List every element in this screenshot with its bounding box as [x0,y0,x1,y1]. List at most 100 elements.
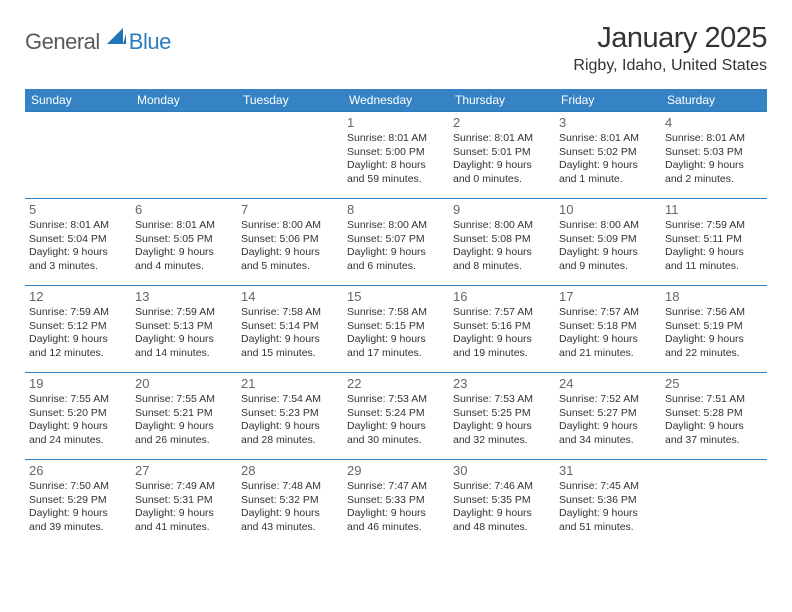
daylight-line-1: Daylight: 9 hours [135,333,233,347]
daylight-line-2: and 24 minutes. [29,434,127,448]
day-number: 5 [29,202,127,217]
day-number: 26 [29,463,127,478]
calendar-grid: SundayMondayTuesdayWednesdayThursdayFrid… [25,89,767,546]
sunset-line: Sunset: 5:12 PM [29,320,127,334]
daylight-line-2: and 46 minutes. [347,521,445,535]
day-info: Sunrise: 7:58 AMSunset: 5:14 PMDaylight:… [241,306,339,361]
sunrise-line: Sunrise: 8:00 AM [347,219,445,233]
week-row: 26Sunrise: 7:50 AMSunset: 5:29 PMDayligh… [25,459,767,546]
day-header-row: SundayMondayTuesdayWednesdayThursdayFrid… [25,89,767,111]
day-header-wednesday: Wednesday [343,89,449,111]
day-number: 18 [665,289,763,304]
day-number: 21 [241,376,339,391]
sunrise-line: Sunrise: 7:58 AM [347,306,445,320]
week-row: 12 Sunrise: 7:59 AMSunset: 5:12 PMDayligh… [25,285,767,372]
sunset-line: Sunset: 5:13 PM [135,320,233,334]
day-info: Sunrise: 7:58 AMSunset: 5:15 PMDaylight:… [347,306,445,361]
daylight-line-2: and 21 minutes. [559,347,657,361]
day-info: Sunrise: 7:56 AMSunset: 5:19 PMDaylight:… [665,306,763,361]
day-number: 17 [559,289,657,304]
sunrise-line: Sunrise: 7:55 AM [29,393,127,407]
daylight-line-1: Daylight: 9 hours [241,333,339,347]
daylight-line-2: and 19 minutes. [453,347,551,361]
day-info: Sunrise: 7:47 AMSunset: 5:33 PMDaylight:… [347,480,445,535]
day-number: 31 [559,463,657,478]
sunset-line: Sunset: 5:20 PM [29,407,127,421]
sunset-line: Sunset: 5:01 PM [453,146,551,160]
day-cell: 9Sunrise: 8:00 AMSunset: 5:08 PMDaylight… [449,199,555,285]
daylight-line-2: and 12 minutes. [29,347,127,361]
daylight-line-1: Daylight: 9 hours [347,507,445,521]
daylight-line-2: and 6 minutes. [347,260,445,274]
sunrise-line: Sunrise: 8:01 AM [29,219,127,233]
sunset-line: Sunset: 5:31 PM [135,494,233,508]
day-number: 12 [29,289,127,304]
sunrise-line: Sunrise: 7:54 AM [241,393,339,407]
daylight-line-1: Daylight: 9 hours [665,159,763,173]
day-cell: 22Sunrise: 7:53 AMSunset: 5:24 PMDayligh… [343,373,449,459]
daylight-line-1: Daylight: 9 hours [135,246,233,260]
day-info: Sunrise: 7:52 AMSunset: 5:27 PMDaylight:… [559,393,657,448]
daylight-line-1: Daylight: 9 hours [241,507,339,521]
day-info: Sunrise: 7:59 AMSunset: 5:13 PMDaylight:… [135,306,233,361]
day-cell: 27Sunrise: 7:49 AMSunset: 5:31 PMDayligh… [131,460,237,546]
weeks-container: 1Sunrise: 8:01 AMSunset: 5:00 PMDaylight… [25,111,767,546]
sunset-line: Sunset: 5:00 PM [347,146,445,160]
sunrise-line: Sunrise: 7:53 AM [347,393,445,407]
day-info: Sunrise: 8:00 AMSunset: 5:08 PMDaylight:… [453,219,551,274]
day-header-friday: Friday [555,89,661,111]
sunset-line: Sunset: 5:36 PM [559,494,657,508]
day-header-monday: Monday [131,89,237,111]
daylight-line-1: Daylight: 9 hours [347,420,445,434]
sunrise-line: Sunrise: 7:51 AM [665,393,763,407]
daylight-line-2: and 32 minutes. [453,434,551,448]
daylight-line-2: and 9 minutes. [559,260,657,274]
day-number: 24 [559,376,657,391]
day-number: 16 [453,289,551,304]
logo-text-general: General [25,29,100,55]
daylight-line-1: Daylight: 9 hours [559,333,657,347]
sunrise-line: Sunrise: 8:01 AM [559,132,657,146]
sunset-line: Sunset: 5:28 PM [665,407,763,421]
day-cell: 25Sunrise: 7:51 AMSunset: 5:28 PMDayligh… [661,373,767,459]
day-info: Sunrise: 7:59 AMSunset: 5:12 PMDaylight:… [29,306,127,361]
day-info: Sunrise: 7:53 AMSunset: 5:24 PMDaylight:… [347,393,445,448]
daylight-line-1: Daylight: 9 hours [453,507,551,521]
day-number: 11 [665,202,763,217]
day-number: 23 [453,376,551,391]
daylight-line-2: and 48 minutes. [453,521,551,535]
day-cell: 3Sunrise: 8:01 AMSunset: 5:02 PMDaylight… [555,112,661,198]
day-cell: 10Sunrise: 8:00 AMSunset: 5:09 PMDayligh… [555,199,661,285]
sunrise-line: Sunrise: 8:01 AM [135,219,233,233]
day-number: 4 [665,115,763,130]
sunset-line: Sunset: 5:03 PM [665,146,763,160]
day-info: Sunrise: 7:49 AMSunset: 5:31 PMDaylight:… [135,480,233,535]
sunset-line: Sunset: 5:21 PM [135,407,233,421]
sunset-line: Sunset: 5:24 PM [347,407,445,421]
day-number: 25 [665,376,763,391]
sunrise-line: Sunrise: 7:48 AM [241,480,339,494]
day-cell: 31Sunrise: 7:45 AMSunset: 5:36 PMDayligh… [555,460,661,546]
day-cell: 12 Sunrise: 7:59 AMSunset: 5:12 PMDayligh… [25,286,131,372]
day-cell: 30Sunrise: 7:46 AMSunset: 5:35 PMDayligh… [449,460,555,546]
day-cell: 24 Sunrise: 7:52 AMSunset: 5:27 PMDayligh… [555,373,661,459]
daylight-line-2: and 17 minutes. [347,347,445,361]
day-info: Sunrise: 8:00 AMSunset: 5:07 PMDaylight:… [347,219,445,274]
sunset-line: Sunset: 5:18 PM [559,320,657,334]
day-cell: 19Sunrise: 7:55 AMSunset: 5:20 PMDayligh… [25,373,131,459]
daylight-line-1: Daylight: 9 hours [559,420,657,434]
sunrise-line: Sunrise: 8:00 AM [559,219,657,233]
daylight-line-1: Daylight: 9 hours [453,420,551,434]
daylight-line-2: and 1 minute. [559,173,657,187]
day-info: Sunrise: 7:59 AMSunset: 5:11 PMDaylight:… [665,219,763,274]
daylight-line-1: Daylight: 9 hours [29,507,127,521]
day-info: Sunrise: 8:01 AMSunset: 5:03 PMDaylight:… [665,132,763,187]
day-cell: 8Sunrise: 8:00 AMSunset: 5:07 PMDaylight… [343,199,449,285]
day-number: 29 [347,463,445,478]
day-cell: 7Sunrise: 8:00 AMSunset: 5:06 PMDaylight… [237,199,343,285]
month-title: January 2025 [573,22,767,55]
daylight-line-1: Daylight: 9 hours [241,246,339,260]
day-cell: 2Sunrise: 8:01 AMSunset: 5:01 PMDaylight… [449,112,555,198]
sunrise-line: Sunrise: 7:57 AM [559,306,657,320]
day-cell: 26Sunrise: 7:50 AMSunset: 5:29 PMDayligh… [25,460,131,546]
